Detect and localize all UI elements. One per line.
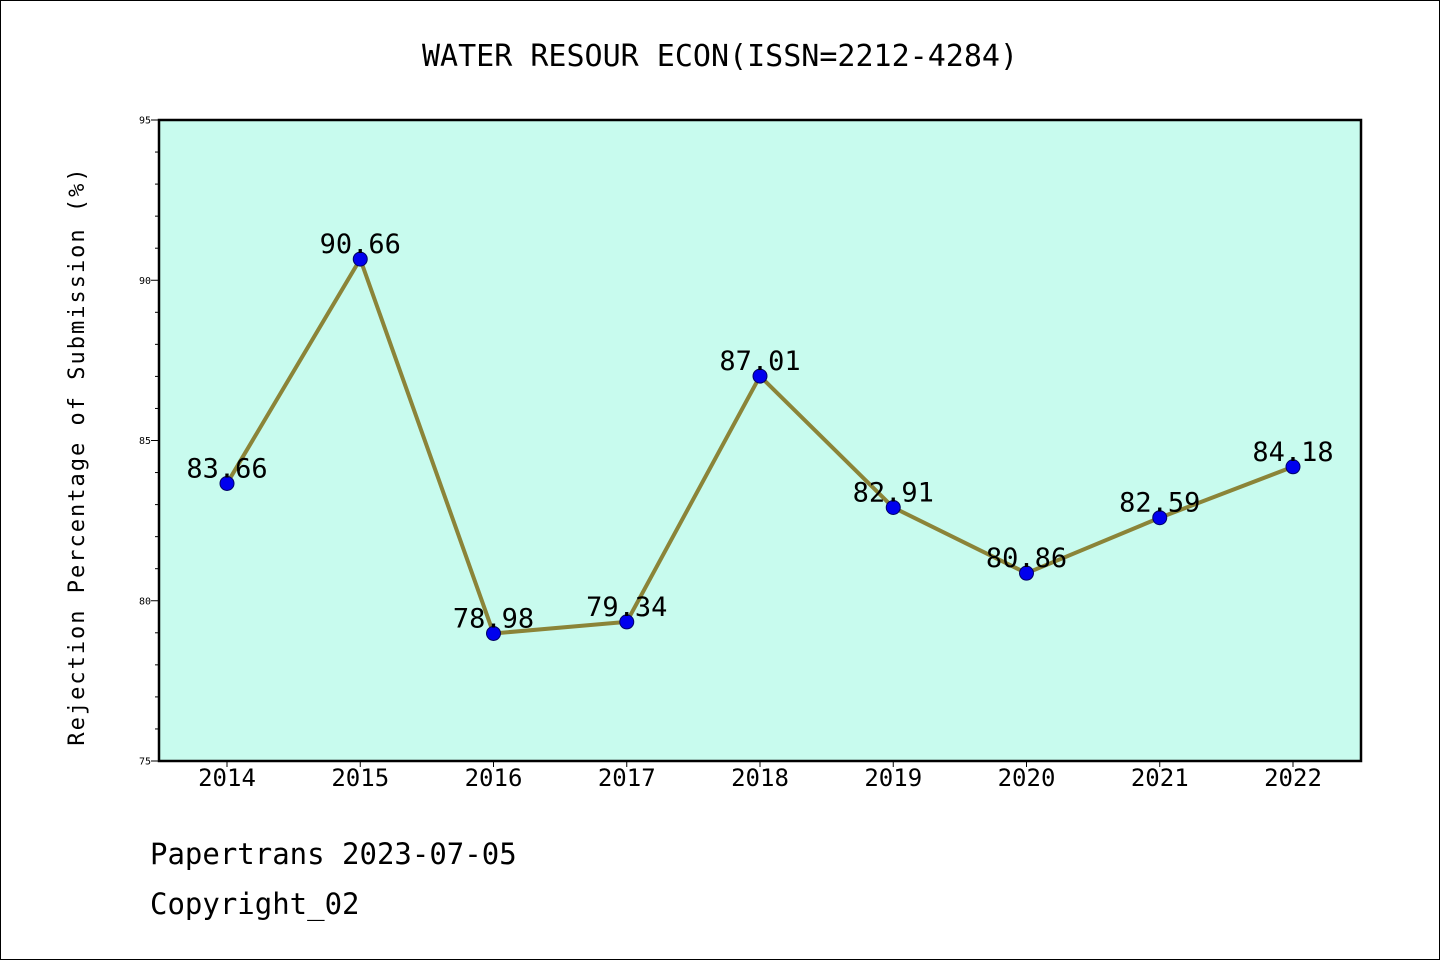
data-point xyxy=(752,368,768,384)
data-label: 90.66 xyxy=(320,229,401,260)
x-tick-label: 2022 xyxy=(1264,764,1322,792)
x-tick-label: 2018 xyxy=(731,764,789,792)
data-label: 82.91 xyxy=(853,477,934,508)
x-tick-label: 2020 xyxy=(998,764,1056,792)
y-tick-label: 85 xyxy=(139,436,151,447)
data-point xyxy=(619,614,635,630)
chart-title: WATER RESOUR ECON(ISSN=2212-4284) xyxy=(422,39,1018,74)
data-label: 82.59 xyxy=(1119,488,1200,519)
data-labels: 83.66 90.66 78.98 79.34 87.01 82.91 80.86 82.59… xyxy=(186,229,1333,634)
y-tick-label: 95 xyxy=(139,116,151,127)
data-point xyxy=(486,625,501,641)
x-tick-label: 2015 xyxy=(331,764,389,792)
data-label: 78.98 xyxy=(453,603,534,634)
x-tick-label: 2017 xyxy=(598,764,656,792)
footer-date: Papertrans 2023-07-05 xyxy=(150,837,517,871)
data-label: 79.34 xyxy=(586,592,667,623)
data-point xyxy=(885,499,901,515)
data-point xyxy=(352,251,368,267)
x-tick-label: 2016 xyxy=(465,764,523,792)
data-label: 80.86 xyxy=(986,543,1067,574)
x-tick-label: 2019 xyxy=(864,764,922,792)
y-axis: 75 80 85 90 95 xyxy=(139,116,159,768)
data-point xyxy=(1152,510,1168,526)
data-point xyxy=(1285,459,1301,475)
y-tick-label: 80 xyxy=(139,596,151,607)
data-label: 87.01 xyxy=(719,346,800,377)
footer-copyright: Copyright_02 xyxy=(150,887,360,922)
x-tick-label: 2021 xyxy=(1131,764,1189,792)
data-point xyxy=(1019,565,1034,581)
series-line-group xyxy=(219,251,1301,641)
y-tick-label: 90 xyxy=(139,276,151,287)
plot-area xyxy=(159,120,1361,761)
x-tick-label: 2014 xyxy=(198,764,256,792)
x-axis: 2014 2015 2016 2017 2018 2019 2020 2021 2022 xyxy=(198,761,1322,792)
data-label: 83.66 xyxy=(186,453,267,484)
plot-border xyxy=(157,118,1363,763)
y-tick-label: 75 xyxy=(139,757,151,768)
y-axis-label: Rejection Percentage of Submission (%) xyxy=(65,166,90,745)
data-point xyxy=(219,475,235,491)
data-label: 84.18 xyxy=(1252,437,1333,468)
